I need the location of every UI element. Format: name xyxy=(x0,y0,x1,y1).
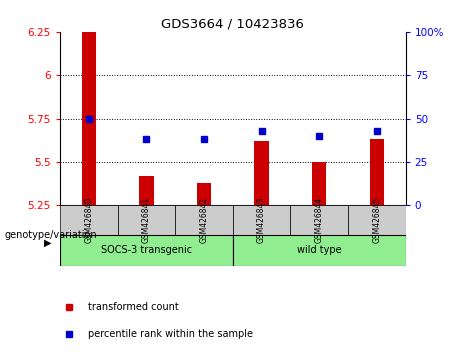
Text: GSM426845: GSM426845 xyxy=(372,197,381,244)
Bar xyxy=(348,205,406,235)
Bar xyxy=(233,235,406,266)
Bar xyxy=(370,139,384,205)
Text: GSM426840: GSM426840 xyxy=(84,197,93,244)
Bar xyxy=(290,205,348,235)
Bar xyxy=(175,205,233,235)
Text: ▶: ▶ xyxy=(44,238,51,248)
Text: GSM426843: GSM426843 xyxy=(257,197,266,244)
Text: GSM426844: GSM426844 xyxy=(315,197,324,244)
Text: percentile rank within the sample: percentile rank within the sample xyxy=(88,329,253,339)
Bar xyxy=(139,176,154,205)
Bar xyxy=(60,205,118,235)
Bar xyxy=(118,205,175,235)
Text: genotype/variation: genotype/variation xyxy=(5,230,97,240)
Bar xyxy=(60,235,233,266)
Bar xyxy=(312,162,326,205)
Bar xyxy=(233,205,290,235)
Text: GSM426842: GSM426842 xyxy=(200,197,208,244)
Bar xyxy=(82,32,96,205)
Text: wild type: wild type xyxy=(297,245,342,256)
Bar xyxy=(254,141,269,205)
Text: GSM426841: GSM426841 xyxy=(142,197,151,244)
Bar xyxy=(197,183,211,205)
Text: transformed count: transformed count xyxy=(88,302,178,312)
Text: SOCS-3 transgenic: SOCS-3 transgenic xyxy=(101,245,192,256)
Title: GDS3664 / 10423836: GDS3664 / 10423836 xyxy=(161,18,304,31)
